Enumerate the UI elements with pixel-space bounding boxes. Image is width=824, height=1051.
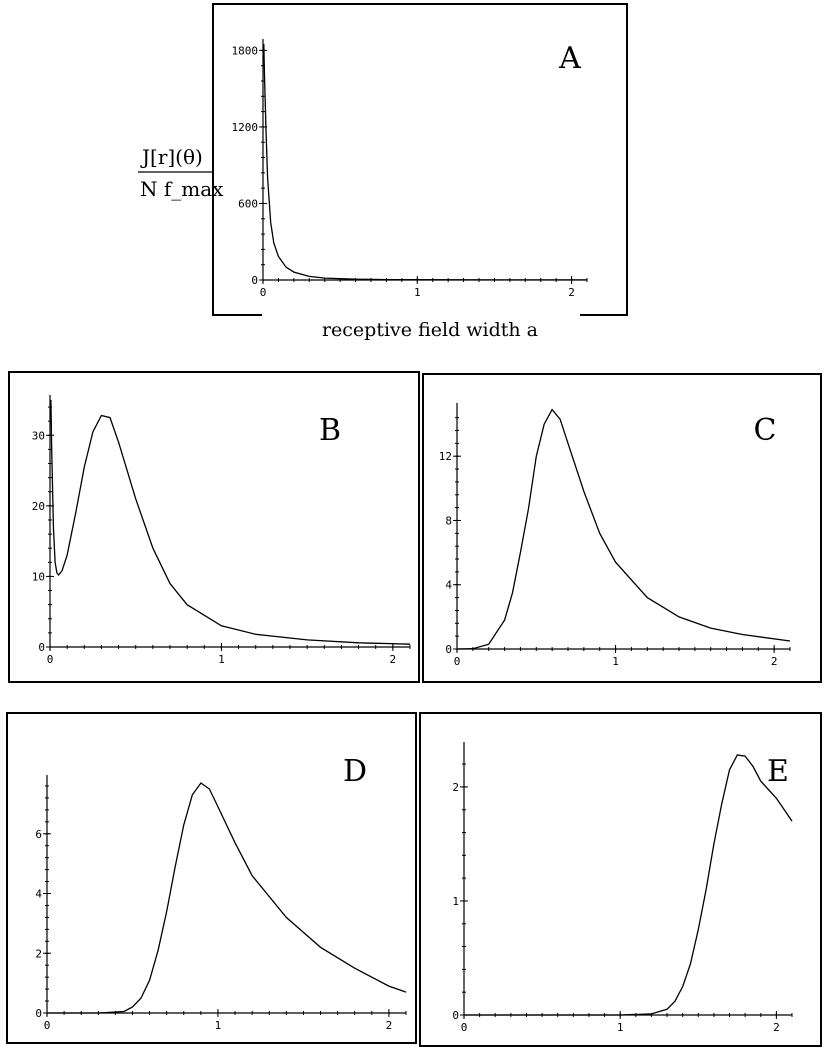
panel-c-x-tick-label: 1 bbox=[612, 655, 619, 668]
panel-e-x-tick-label: 2 bbox=[773, 1021, 780, 1034]
panel-e-x-tick-label: 1 bbox=[617, 1021, 624, 1034]
panel-a-x-tick-label: 2 bbox=[568, 286, 575, 299]
panel-c-letter: C bbox=[754, 413, 777, 448]
panel-a-x-tick-label: 0 bbox=[260, 286, 267, 299]
panel-b-x-tick-label: 1 bbox=[218, 653, 225, 666]
panel-b-y-tick-label: 20 bbox=[32, 500, 45, 513]
ylabel-numerator: J[r](θ) bbox=[140, 145, 203, 169]
panel-frame-b bbox=[8, 371, 420, 683]
panel-c-y-tick-label: 12 bbox=[439, 450, 452, 463]
panel-a-y-tick-label: 600 bbox=[238, 197, 258, 210]
panel-b-plot: 0 10 20 30 0 1 2 B bbox=[32, 395, 411, 666]
ylabel-denominator: N f_max bbox=[140, 177, 224, 201]
panel-e-y-tick-label: 0 bbox=[452, 1009, 459, 1022]
panel-e-x-tick-label: 0 bbox=[461, 1021, 468, 1034]
panel-d-y-tick-label: 6 bbox=[35, 828, 42, 841]
panel-frame-e bbox=[419, 712, 822, 1047]
panel-frame-c bbox=[422, 373, 822, 683]
panel-b-x-tick-label: 0 bbox=[47, 653, 54, 666]
panel-a-curve bbox=[263, 43, 587, 281]
panel-e-y-tick-label: 2 bbox=[452, 781, 459, 794]
panel-d-y-tick-label: 2 bbox=[35, 947, 42, 960]
panel-e-letter: E bbox=[767, 754, 789, 789]
panel-a-y-tick-label: 1800 bbox=[232, 44, 259, 57]
panel-d-x-tick-label: 0 bbox=[44, 1019, 51, 1032]
panel-d-x-tick-label: 2 bbox=[386, 1019, 393, 1032]
panel-b-x-tick-label: 2 bbox=[390, 653, 397, 666]
panel-d-plot: 0 2 4 6 0 1 2 D bbox=[35, 754, 407, 1032]
panel-frame-d bbox=[6, 712, 417, 1044]
panel-b-y-tick-label: 30 bbox=[32, 429, 45, 442]
panel-c-y-tick-label: 4 bbox=[445, 579, 452, 592]
panel-a-letter: A bbox=[558, 41, 581, 76]
panel-a-y-tick-label: 0 bbox=[251, 274, 258, 287]
panel-c-x-tick-label: 0 bbox=[454, 655, 461, 668]
panel-b-curve bbox=[50, 399, 411, 645]
panel-a-x-tick-label: 1 bbox=[414, 286, 421, 299]
panel-c-y-tick-label: 8 bbox=[445, 514, 452, 527]
panel-d-curve bbox=[47, 782, 407, 1014]
panel-a-plot: 0 600 1200 1800 0 1 2 A bbox=[232, 39, 588, 299]
panel-a-y-tick-label: 1200 bbox=[232, 121, 259, 134]
panel-c-y-tick-label: 0 bbox=[445, 643, 452, 656]
panel-e-plot: 0 1 2 0 1 2 E bbox=[452, 742, 793, 1034]
panel-e-curve bbox=[464, 754, 793, 1016]
panel-b-y-tick-label: 0 bbox=[38, 641, 45, 654]
panel-d-y-tick-label: 0 bbox=[35, 1007, 42, 1020]
panel-d-letter: D bbox=[343, 754, 367, 789]
panel-a-xlabel: receptive field width a bbox=[322, 319, 538, 341]
panel-d-x-tick-label: 1 bbox=[215, 1019, 222, 1032]
panel-b-letter: B bbox=[319, 413, 341, 448]
panel-e-y-tick-label: 1 bbox=[452, 895, 459, 908]
panel-b-y-tick-label: 10 bbox=[32, 570, 45, 583]
panel-frame-a bbox=[212, 3, 628, 315]
panel-c-x-tick-label: 2 bbox=[771, 655, 778, 668]
panel-d-y-tick-label: 4 bbox=[35, 888, 42, 901]
panel-c-curve bbox=[456, 408, 791, 650]
panel-a-ylabel: J[r](θ) N f_max bbox=[138, 145, 224, 201]
